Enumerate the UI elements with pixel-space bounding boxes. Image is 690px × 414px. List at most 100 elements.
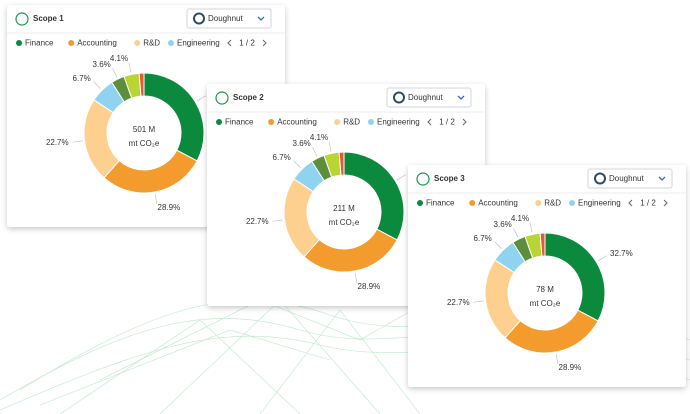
scope-icon	[416, 172, 430, 186]
pager-prev[interactable]	[227, 39, 232, 47]
cards: Scope 1 Doughnut Finance Accounting R&D Engin…	[7, 5, 686, 387]
card-title: Scope 1	[33, 14, 64, 23]
leader-line	[93, 81, 101, 89]
legend-label[interactable]: Engineering	[177, 39, 220, 48]
legend-label[interactable]: Engineering	[578, 199, 621, 208]
doughnut-segment	[143, 72, 205, 162]
doughnut-segment	[343, 151, 405, 241]
leader-line	[312, 147, 318, 157]
doughnut-segment	[539, 232, 546, 257]
value-label: 4.1%	[511, 214, 529, 223]
legend-swatch	[216, 119, 222, 125]
value-label: 6.7%	[73, 74, 91, 83]
legend-swatch	[334, 119, 341, 125]
leader-line	[396, 174, 406, 181]
chart-type-dropdown[interactable]: Doughnut	[587, 168, 673, 189]
leader-line	[597, 255, 607, 262]
legend-swatch	[569, 200, 575, 206]
legend-swatch	[469, 200, 476, 206]
leader-line	[128, 62, 132, 73]
legend-label[interactable]: Finance	[25, 39, 54, 48]
legend-swatch	[134, 40, 141, 46]
leader-line	[272, 219, 283, 222]
legend-label[interactable]: Accounting	[277, 118, 317, 127]
dropdown-chevron[interactable]	[658, 176, 666, 181]
scope-icon	[15, 12, 29, 26]
leader-line	[529, 222, 533, 233]
center-value: 78 M	[536, 285, 554, 294]
chart-type-dropdown[interactable]: Doughnut	[186, 8, 272, 29]
pager-next[interactable]	[663, 199, 668, 207]
card-title: Scope 3	[434, 174, 465, 183]
legend-swatch	[68, 40, 75, 46]
value-label: 6.7%	[474, 234, 492, 243]
value-label: 4.1%	[110, 54, 128, 63]
pager-next[interactable]	[462, 118, 467, 126]
legend-label[interactable]: Accounting	[478, 199, 518, 208]
center-unit: mt CO₂e	[329, 218, 360, 227]
dropdown-box[interactable]	[587, 168, 673, 189]
legend-label[interactable]: R&D	[143, 39, 160, 48]
chart-card: Scope 3 Doughnut Finance Accounting R&D Engin…	[408, 165, 686, 387]
value-label: 22.7%	[246, 217, 269, 226]
value-label: 32.7%	[610, 249, 633, 258]
legend-swatch	[168, 40, 174, 46]
doughnut-segment	[338, 151, 345, 176]
leader-line	[328, 141, 332, 152]
dropdown-label[interactable]: Doughnut	[408, 93, 443, 102]
legend-swatch	[268, 119, 275, 125]
card-background	[408, 165, 686, 387]
center-unit: mt CO₂e	[129, 139, 160, 148]
value-label: 22.7%	[46, 138, 69, 147]
legend-label[interactable]: Accounting	[77, 39, 117, 48]
scope-icon	[215, 91, 229, 105]
leader-line	[494, 241, 502, 249]
legend-label[interactable]: R&D	[544, 199, 561, 208]
leader-line	[112, 68, 118, 78]
legend-label[interactable]: Finance	[225, 118, 254, 127]
value-label: 22.7%	[447, 298, 470, 307]
value-label: 4.1%	[310, 133, 328, 142]
center-value: 501 M	[133, 125, 156, 134]
dropdown-label[interactable]: Doughnut	[208, 14, 243, 23]
leader-line	[72, 140, 83, 143]
dropdown-chevron[interactable]	[257, 16, 265, 21]
leader-line	[196, 95, 206, 102]
dropdown-icon	[193, 12, 205, 25]
legend-swatch	[535, 200, 542, 206]
legend-label[interactable]: Engineering	[377, 118, 420, 127]
pager-text: 1 / 2	[239, 39, 255, 48]
dropdown-box[interactable]	[386, 87, 472, 108]
chart-type-dropdown[interactable]: Doughnut	[386, 87, 472, 108]
legend-label[interactable]: R&D	[343, 118, 360, 127]
leader-line	[473, 300, 484, 303]
center-unit: mt CO₂e	[530, 299, 561, 308]
legend-swatch	[417, 200, 423, 206]
leader-line	[513, 228, 519, 238]
legend-label[interactable]: Finance	[426, 199, 455, 208]
legend-swatch	[368, 119, 374, 125]
leader-line	[293, 160, 301, 168]
value-label: 28.9%	[358, 282, 381, 291]
pager-next[interactable]	[262, 39, 267, 47]
card-title: Scope 2	[233, 93, 264, 102]
dropdown-chevron[interactable]	[457, 95, 465, 100]
value-label: 3.6%	[93, 60, 111, 69]
dropdown-label[interactable]: Doughnut	[609, 174, 644, 183]
leader-line	[354, 272, 358, 283]
value-label: 28.9%	[559, 363, 582, 372]
center-value: 211 M	[333, 204, 355, 213]
value-label: 28.9%	[158, 203, 181, 212]
dropdown-icon	[594, 172, 606, 185]
value-label: 3.6%	[494, 220, 512, 229]
pager-prev[interactable]	[628, 199, 633, 207]
value-label: 6.7%	[273, 153, 291, 162]
dropdown-box[interactable]	[186, 8, 272, 29]
value-label: 3.6%	[293, 139, 311, 148]
leader-line	[555, 353, 559, 364]
dropdown-icon	[393, 91, 405, 104]
pager-text: 1 / 2	[439, 118, 455, 127]
pager-text: 1 / 2	[640, 199, 656, 208]
pager-prev[interactable]	[427, 118, 432, 126]
